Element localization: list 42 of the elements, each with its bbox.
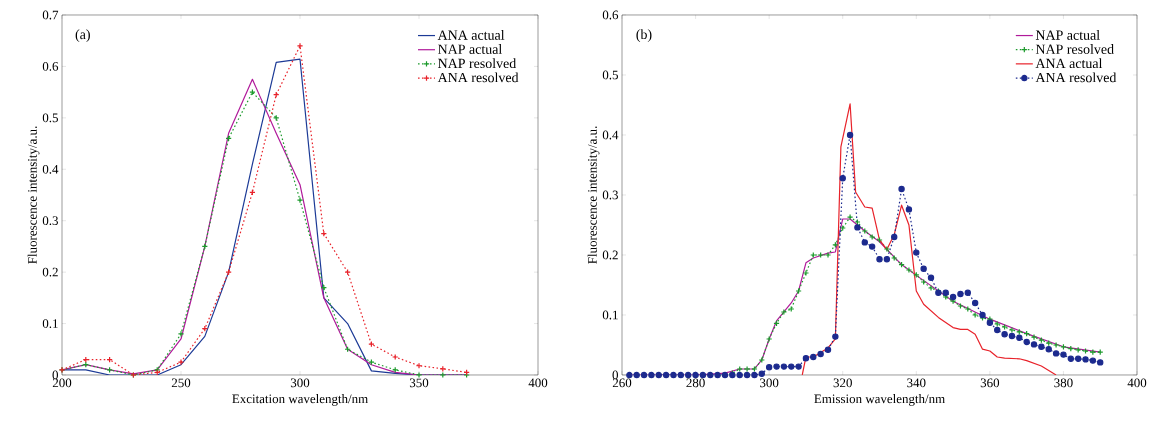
y-tick-label: 0.5 <box>602 70 618 80</box>
x-tick-label: 200 <box>52 378 72 388</box>
legend-label: NAP resolved <box>1035 44 1114 54</box>
x-tick-label: 340 <box>907 378 926 388</box>
x-tick-label: 350 <box>409 378 429 388</box>
legend-label: ANA resolved <box>437 72 519 83</box>
x-tick-label: 400 <box>528 378 548 388</box>
y-tick-label: 0.4 <box>42 164 59 174</box>
legend-label: NAP actual <box>438 44 502 54</box>
legend-label: ANA resolved <box>1035 72 1117 83</box>
x-tick-label: 300 <box>760 378 779 388</box>
x-tick-label: 360 <box>980 378 1000 388</box>
annotation: (a) <box>75 29 90 42</box>
x-tick-label: 320 <box>833 378 852 388</box>
y-tick-label: 0.3 <box>602 190 618 200</box>
y-tick-label: 0.5 <box>42 113 58 123</box>
legend-label: ANA actual <box>1035 58 1103 69</box>
x-tick-label: 300 <box>290 378 310 388</box>
y-tick-label: 0 <box>612 370 618 380</box>
y-tick-label: 0 <box>52 370 58 380</box>
y-tick-label: 0.2 <box>602 250 618 260</box>
y-tick-label: 0.6 <box>602 10 619 20</box>
x-tick-label: 250 <box>171 378 191 388</box>
legend-label: NAP resolved <box>438 58 517 69</box>
y-tick-label: 0.1 <box>42 319 58 328</box>
y-axis-title: Fluorescence intensity/a.u. <box>27 126 40 264</box>
y-tick-label: 0.4 <box>602 130 619 140</box>
x-tick-label: 400 <box>1127 378 1147 388</box>
x-tick-label: 280 <box>686 378 705 388</box>
y-tick-label: 0.3 <box>42 216 58 226</box>
legend-label: ANA actual <box>437 29 505 40</box>
y-tick-label: 0.2 <box>42 267 58 277</box>
y-tick-label: 0.1 <box>602 310 618 320</box>
annotation: (b) <box>636 29 652 42</box>
y-axis-title: Fluorescence intensity/a.u. <box>587 126 600 264</box>
x-axis-title: Excitation wavelength/nm <box>232 394 368 406</box>
x-axis-title: Emission wavelength/nm <box>814 394 945 406</box>
y-tick-label: 0.7 <box>42 10 59 20</box>
y-tick-label: 0.6 <box>42 62 59 71</box>
x-tick-label: 380 <box>1054 378 1073 388</box>
legend-label: NAP actual <box>1035 29 1100 40</box>
x-tick-label: 260 <box>612 378 632 388</box>
